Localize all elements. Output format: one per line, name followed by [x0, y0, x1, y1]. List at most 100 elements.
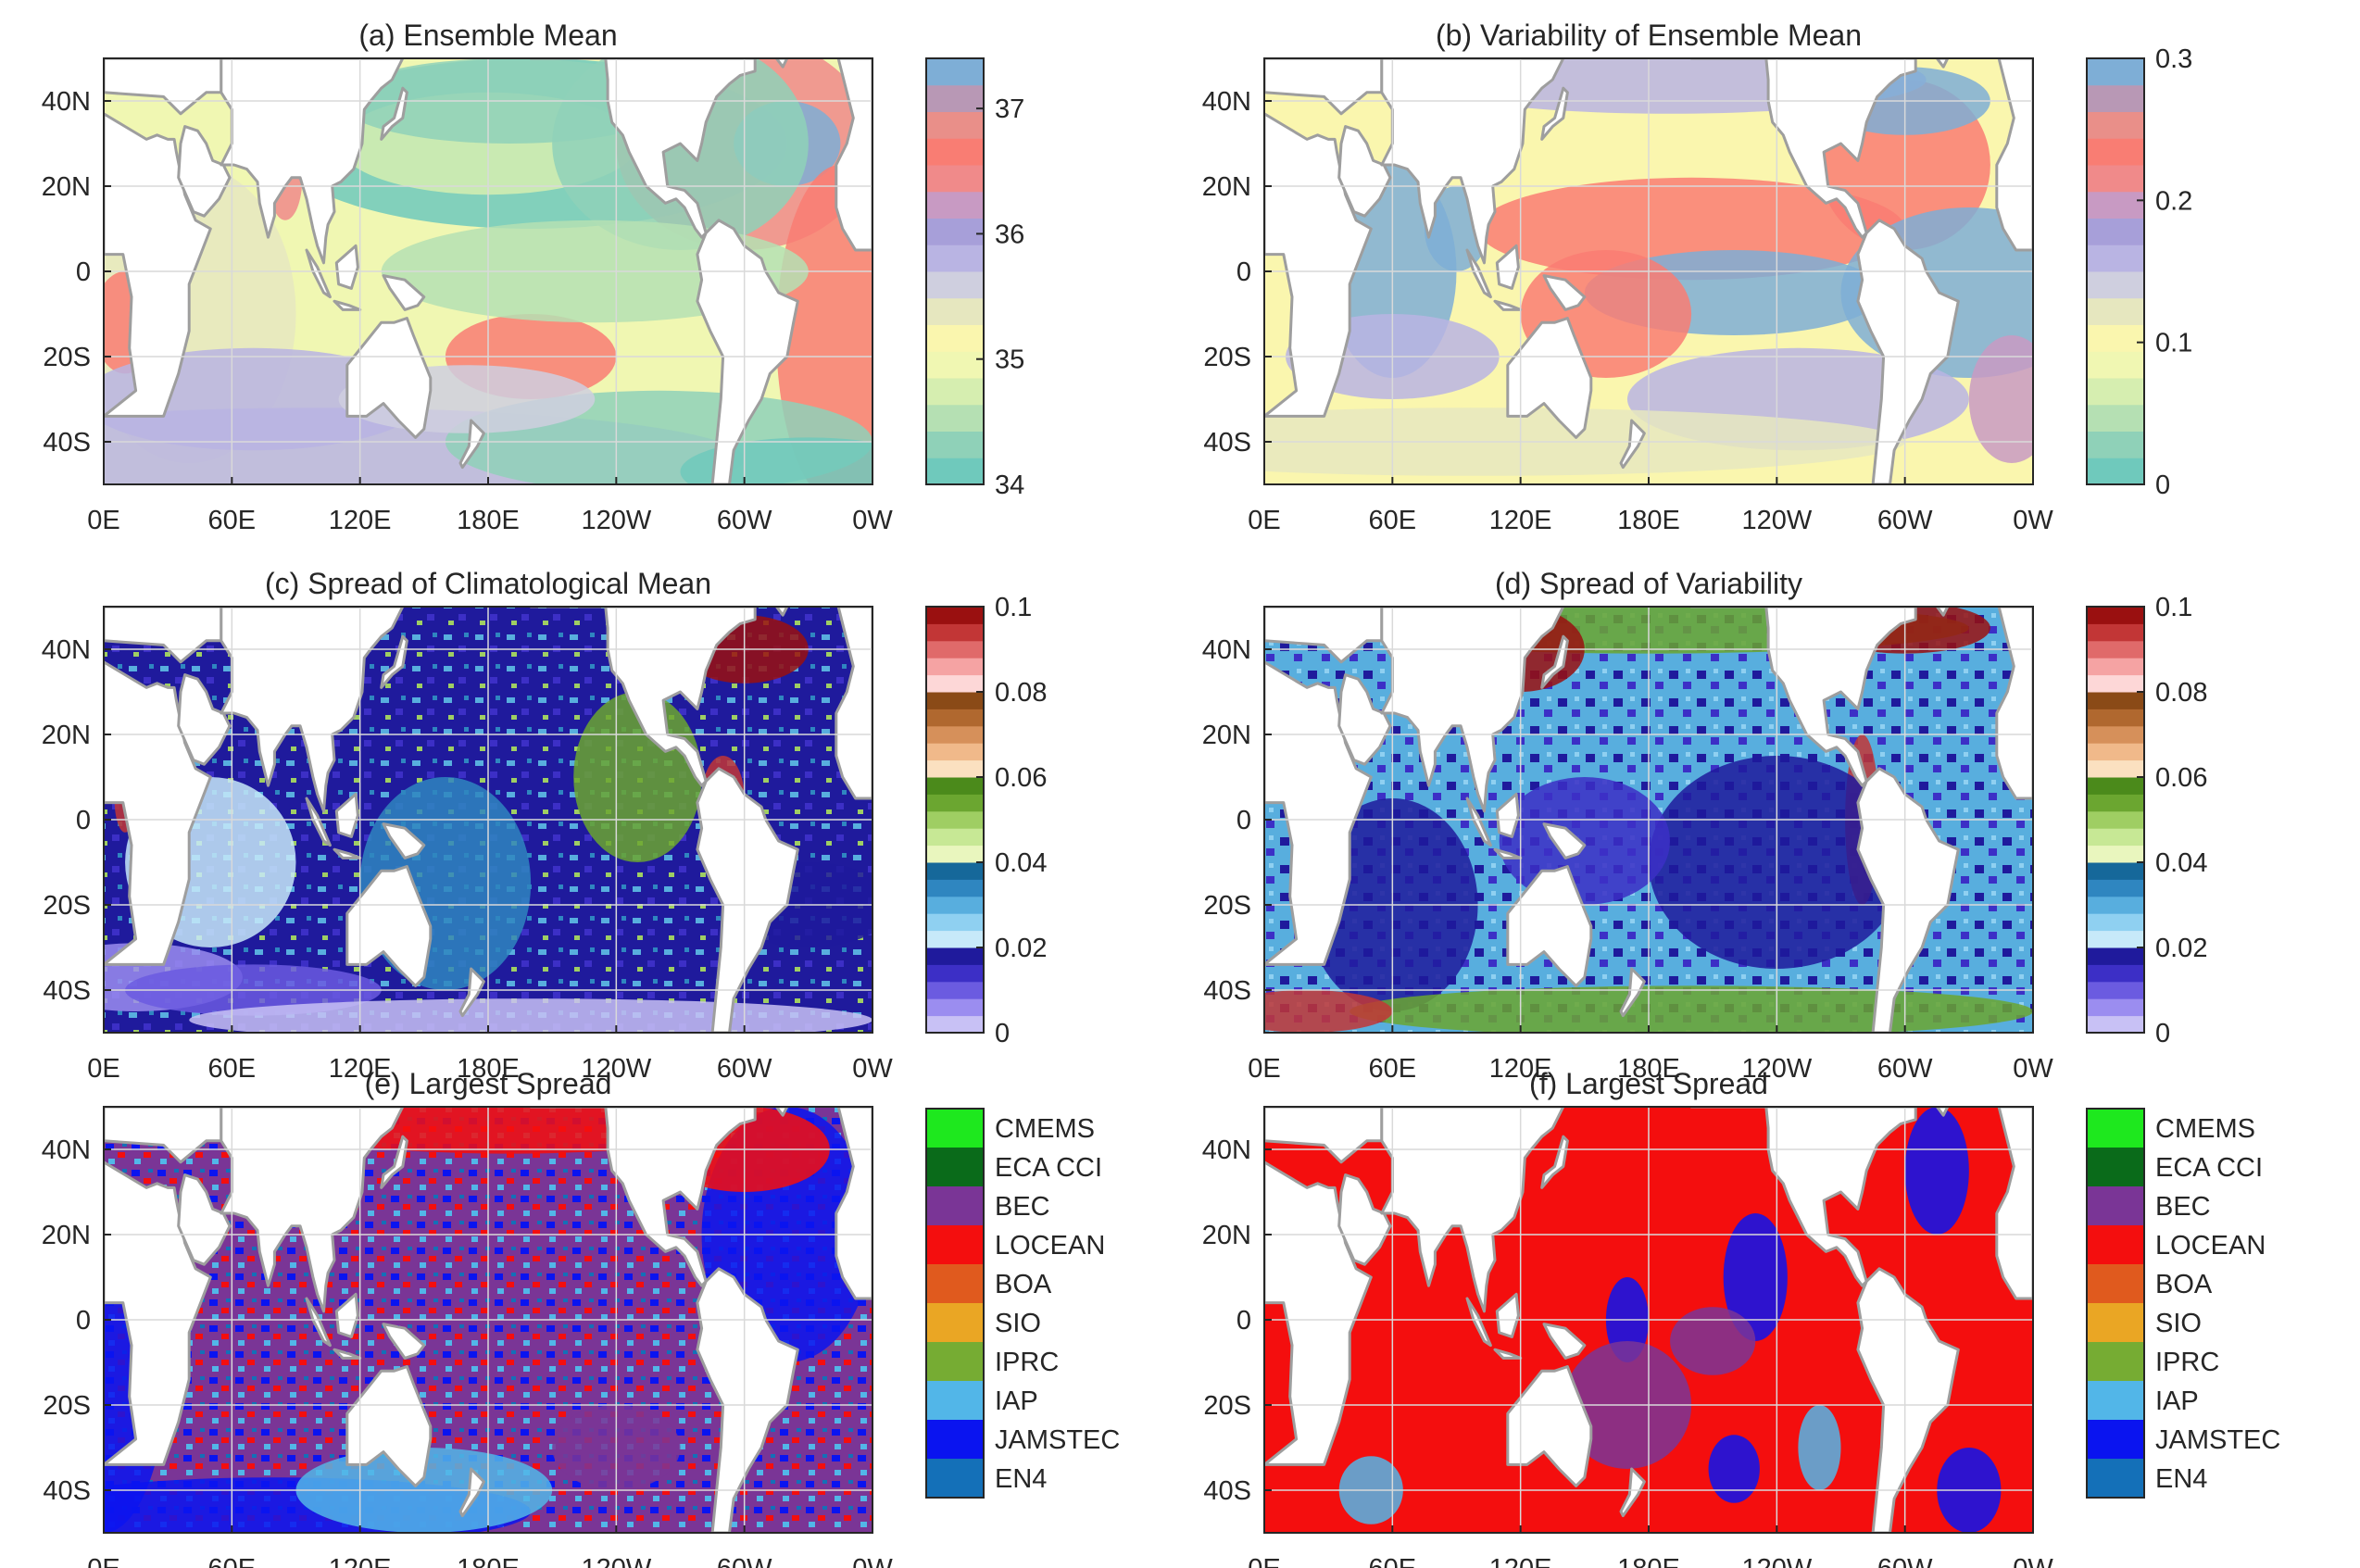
land-mass: [220, 58, 405, 265]
legend-entry: JAMSTEC: [2155, 1425, 2280, 1455]
legend-entry: IPRC: [2155, 1348, 2219, 1377]
x-tick-label: 0W: [852, 506, 893, 535]
y-tick-label: 0: [1236, 257, 1251, 287]
panel-e: 0E 60E 120E 180E 120W 60W 0W 40N 20N 0 20S 40S (e) L…: [42, 1067, 1121, 1568]
x-tick-label: 120W: [1741, 1054, 1812, 1084]
colorbar-tick-label: 0.06: [2155, 763, 2207, 793]
land-mass: [1935, 58, 1950, 69]
colorbar-segment: [2087, 458, 2144, 485]
y-tick-label: 20N: [1202, 721, 1251, 750]
legend-swatch: [2087, 1342, 2144, 1381]
colorbar-tick-label: 0.08: [2155, 678, 2207, 708]
land-mass: [1495, 1292, 1520, 1338]
y-tick-label: 40S: [1203, 976, 1251, 1006]
colorbar-segment: [926, 640, 984, 659]
legend-swatch: [926, 1186, 984, 1225]
colorbar-segment: [926, 245, 984, 272]
colorbar-segment: [2087, 271, 2144, 299]
land-mass: [1380, 607, 1565, 813]
colorbar-segment: [926, 431, 984, 458]
legend-entry: CMEMS: [2155, 1114, 2255, 1144]
land-mass: [334, 1292, 359, 1338]
panel-d: 0E 60E 120E 180E 120W 60W 0W 40N 20N 0 20S 40S (d) S…: [1202, 567, 2208, 1084]
colorbar-frame: [2086, 57, 2145, 485]
land-mass: [1856, 219, 1960, 484]
land-mass: [382, 822, 426, 859]
land-mass: [305, 797, 332, 847]
x-tick-label: 0E: [1248, 506, 1280, 535]
x-tick-label: 120E: [1489, 506, 1552, 535]
land-mass: [1380, 1107, 1565, 1313]
panel-b: 0E 60E 120E 180E 120W 60W 0W 40N 20N 0 20S 40S (b) V…: [1202, 19, 2193, 535]
land-mass: [1506, 865, 1593, 987]
y-tick-label: 0: [76, 1306, 91, 1336]
land-mass: [1542, 1323, 1587, 1360]
land-mass: [774, 1107, 789, 1117]
land-mass: [1542, 822, 1587, 859]
colorbar-segment: [2087, 324, 2144, 352]
legend-swatch: [926, 1420, 984, 1459]
colorbar-segment: [2087, 743, 2144, 761]
field-patch: [1968, 335, 2033, 463]
land-mass: [1619, 1467, 1646, 1518]
legend-entry: IAP: [995, 1386, 1038, 1416]
legend-swatch: [926, 1342, 984, 1381]
colorbar-tick-label: 0.02: [2155, 934, 2207, 963]
legend-swatch: [2087, 1109, 2144, 1148]
colorbar-segment: [926, 692, 984, 709]
colorbar-segment: [926, 607, 984, 624]
colorbar-segment: [2087, 674, 2144, 693]
y-tick-label: 20S: [43, 891, 91, 921]
x-tick-label: 60W: [1877, 1054, 1933, 1084]
colorbar-segment: [926, 930, 984, 948]
land-mass: [1995, 1107, 2033, 1300]
land-mass: [1264, 607, 1384, 664]
x-tick-label: 0E: [87, 1054, 119, 1084]
colorbar-tick-label: 0.04: [995, 848, 1047, 878]
land-mass: [696, 1267, 799, 1533]
land-mass: [696, 767, 799, 1033]
legend-swatch: [926, 1109, 984, 1148]
colorbar-segment: [926, 998, 984, 1017]
y-tick-label: 0: [76, 806, 91, 835]
x-tick-label: 0W: [2013, 1554, 2053, 1568]
field-patch: [189, 998, 872, 1033]
land-mass: [696, 219, 799, 484]
colorbar-segment: [2087, 879, 2144, 897]
x-tick-label: 60E: [208, 1554, 257, 1568]
colorbar-segment: [926, 674, 984, 693]
y-tick-label: 0: [1236, 806, 1251, 835]
y-tick-label: 20N: [42, 721, 91, 750]
colorbar-segment: [926, 191, 984, 219]
legend-entry: BOA: [995, 1270, 1052, 1299]
legend-swatch: [2087, 1264, 2144, 1303]
colorbar-tick-label: 34: [995, 470, 1024, 500]
colorbar-segment: [926, 111, 984, 139]
map-d: [1264, 607, 2033, 1033]
land-mass: [345, 1365, 433, 1487]
x-tick-label: 0E: [87, 1554, 119, 1568]
x-tick-label: 120E: [1489, 1554, 1552, 1568]
land-mass: [1264, 1107, 1384, 1164]
y-tick-label: 40N: [42, 87, 91, 117]
land-mass: [104, 607, 223, 664]
field-patch: [1499, 777, 1671, 905]
x-tick-label: 0W: [852, 1054, 893, 1084]
land-mass: [220, 1107, 405, 1313]
colorbar-tick-label: 0.1: [995, 593, 1032, 622]
colorbar-tick-label: 36: [995, 220, 1024, 249]
x-tick-label: 60W: [717, 1054, 772, 1084]
colorbar-segment: [2087, 759, 2144, 778]
land-mass: [774, 58, 789, 69]
field-patch: [1349, 985, 2033, 1033]
colorbar-segment: [926, 981, 984, 999]
panel-a: 0E 60E 120E 180E 120W 60W 0W 40N 20N 0 20S 40S (a) E…: [42, 19, 1024, 535]
land-mass: [104, 112, 212, 418]
legend-swatch: [926, 1264, 984, 1303]
colorbar-tick-label: 0.1: [2155, 329, 2192, 358]
legend-swatch: [926, 1148, 984, 1186]
legend-swatch: [926, 1381, 984, 1420]
land-mass: [1619, 419, 1646, 470]
colorbar-segment: [926, 828, 984, 847]
